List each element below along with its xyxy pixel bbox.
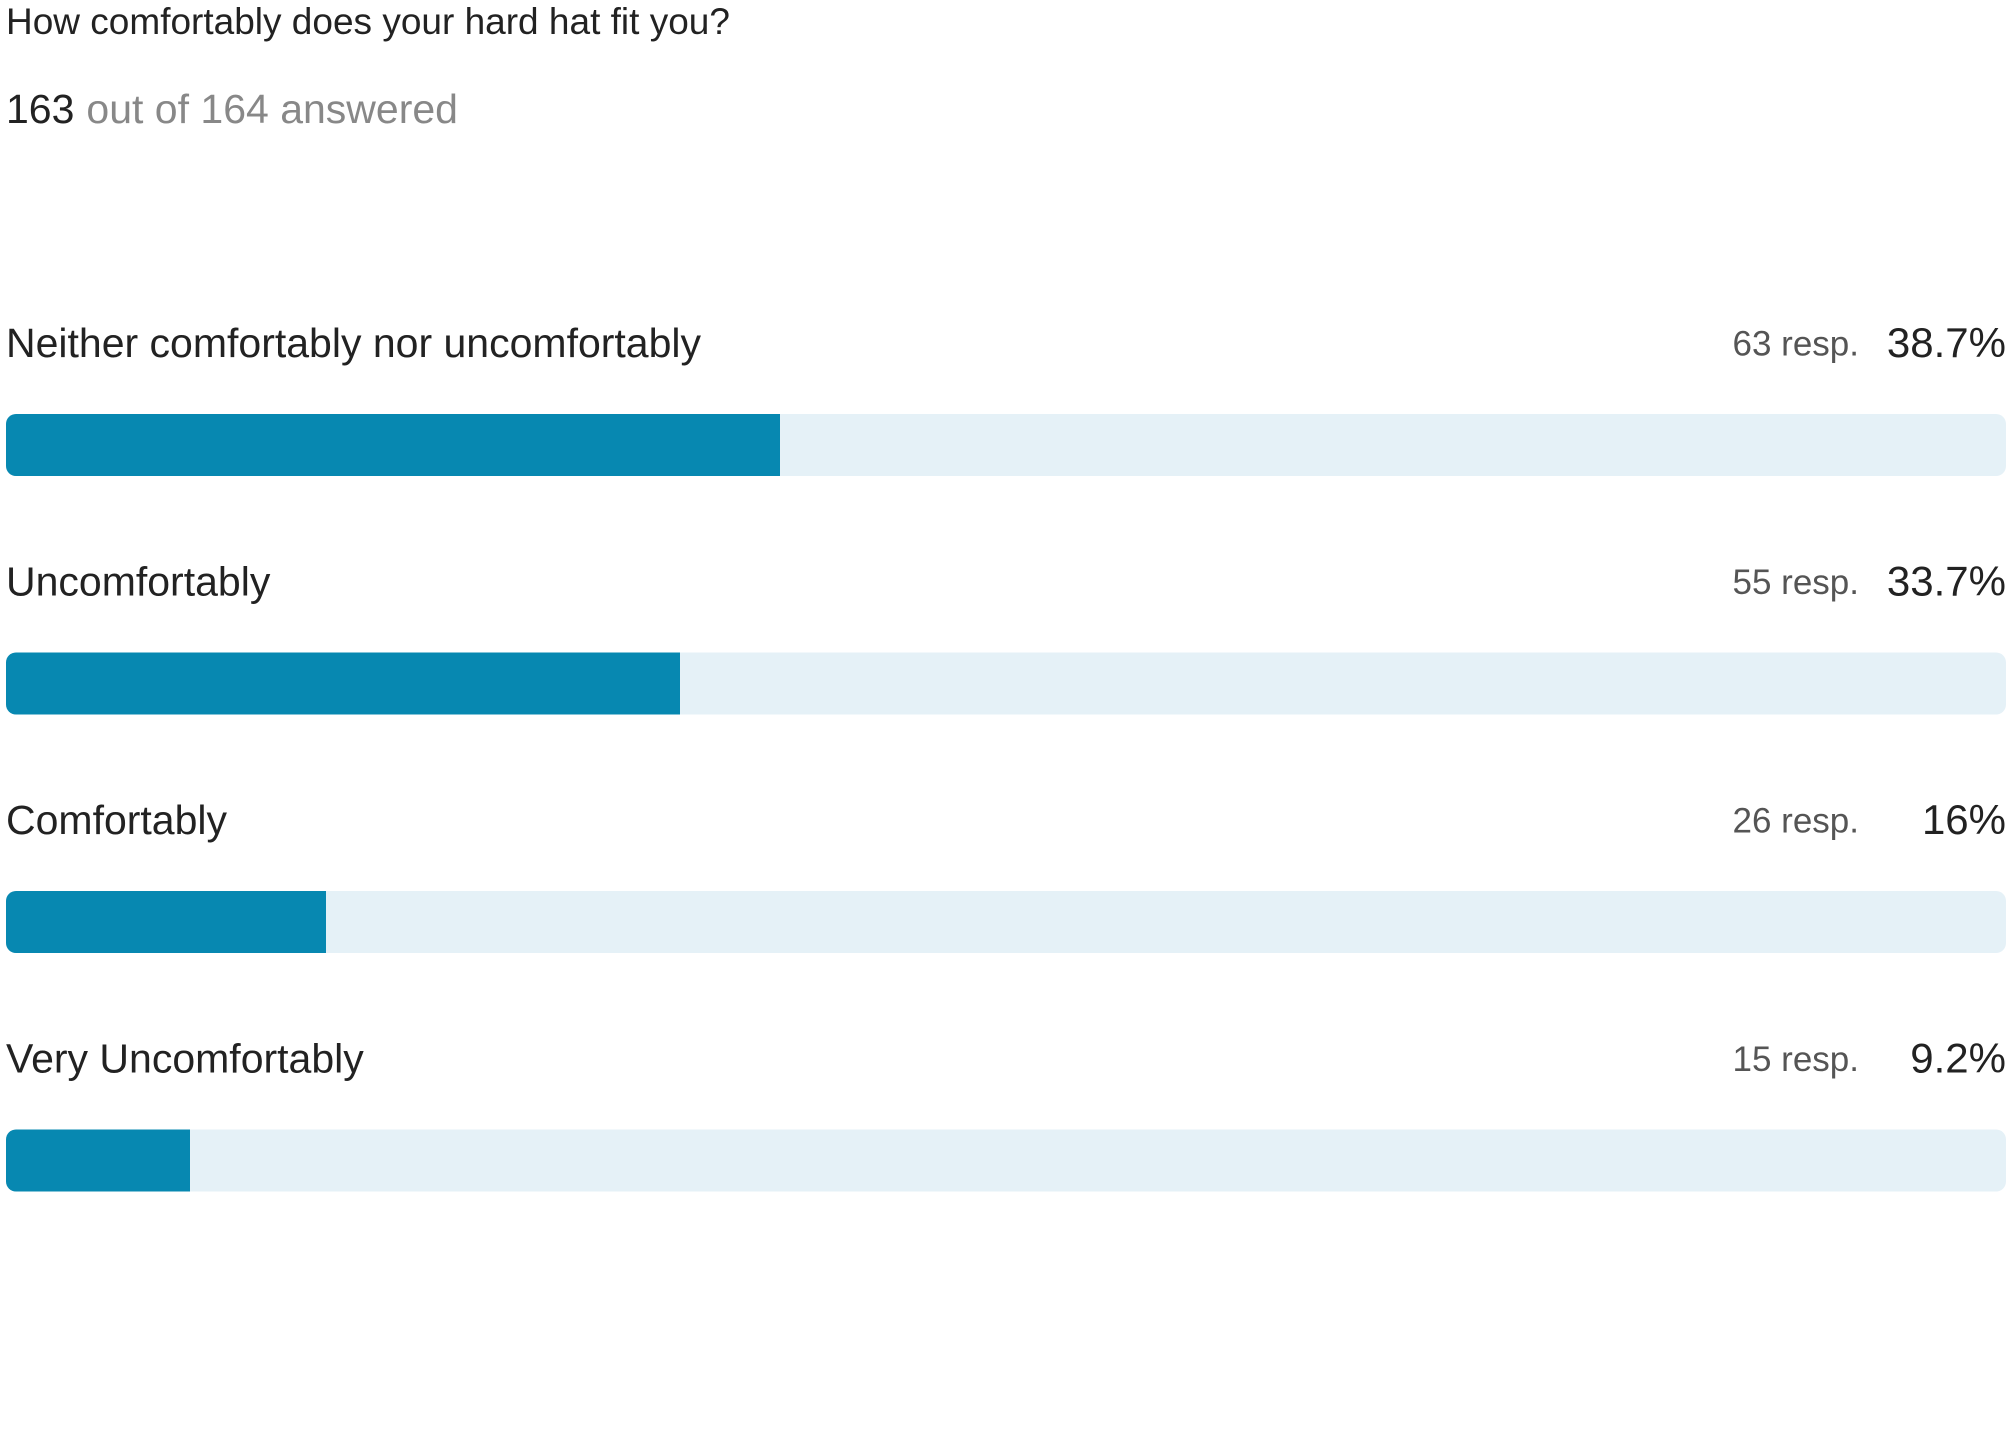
response-count: 63 resp. (1733, 324, 1859, 363)
question-title: How comfortably does your hard hat fit y… (6, 1, 730, 42)
bar (6, 891, 326, 953)
response-count: 15 resp. (1733, 1040, 1859, 1079)
bar (6, 652, 680, 715)
bar-track (6, 891, 2006, 953)
option-label: Very Uncomfortably (6, 1035, 364, 1081)
option-label: Uncomfortably (6, 558, 271, 604)
response-count: 55 resp. (1733, 563, 1859, 602)
percent-label: 38.7% (1887, 319, 2006, 366)
option-label: Comfortably (6, 797, 228, 843)
answered-summary: 163 out of 164 answered (6, 86, 458, 132)
option-label: Neither comfortably nor uncomfortably (6, 320, 702, 366)
percent-label: 16% (1922, 796, 2006, 843)
answered-text: out of 164 answered (86, 86, 458, 132)
bar-track (6, 1129, 2006, 1192)
answered-count: 163 (6, 86, 74, 132)
percent-label: 33.7% (1887, 558, 2006, 605)
bar (6, 1129, 190, 1192)
bar (6, 414, 780, 476)
percent-label: 9.2% (1910, 1035, 2006, 1082)
response-count: 26 resp. (1733, 801, 1859, 840)
